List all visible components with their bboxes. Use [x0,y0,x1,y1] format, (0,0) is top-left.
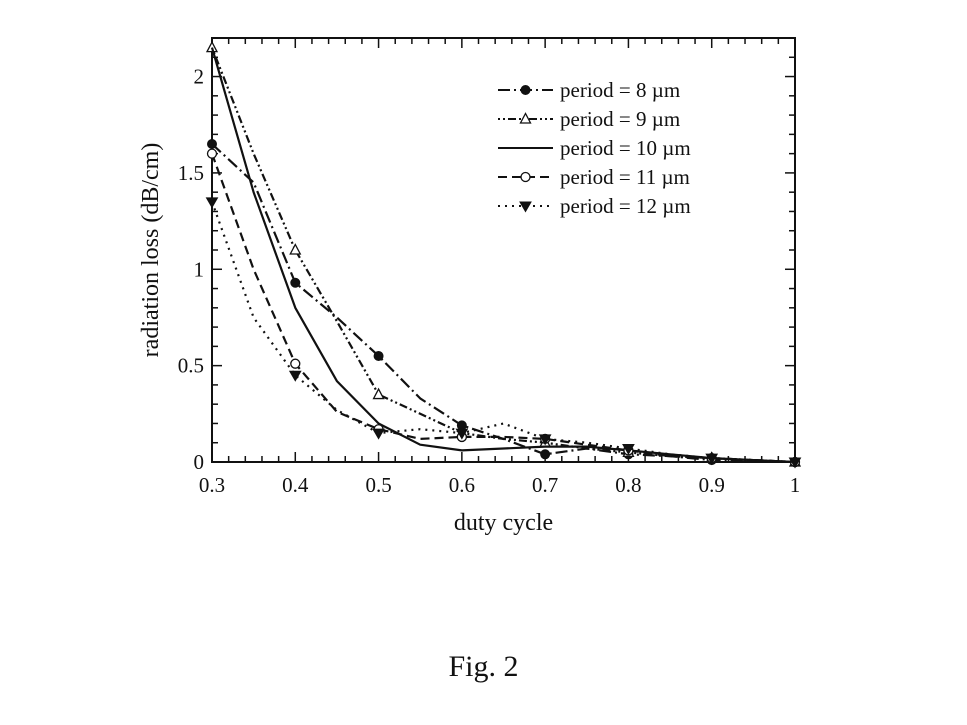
legend-label: period = 10 µm [560,136,691,160]
legend-label: period = 9 µm [560,107,680,131]
data-point-marker [788,457,802,469]
series-layer [205,40,802,469]
data-point-marker [540,449,551,460]
y-tick-label: 2 [194,65,205,89]
data-point-marker [622,444,635,456]
series-line [211,143,796,464]
series-2 [205,40,802,467]
data-point-marker [520,85,531,95]
legend-label: period = 12 µm [560,194,691,218]
data-point-marker [288,370,302,382]
x-tick-label: 0.7 [532,473,558,497]
plot-frame [211,37,796,463]
legend-entry: period = 11 µm [498,165,690,189]
legend: period = 8 µm period = 9 µm period = 10 µm… [498,78,691,218]
legend-label: period = 8 µm [560,78,680,102]
legend-entry: period = 8 µm [498,78,680,102]
series-3 [210,47,796,464]
series-line [210,47,796,464]
series-1 [207,139,800,467]
data-point-marker [455,428,469,440]
figure-caption: Fig. 2 [448,650,519,683]
x-axis-label: duty cycle [454,510,553,536]
x-tick-label: 0.8 [615,473,641,497]
data-point-marker [519,112,532,124]
x-tick-label: 0.9 [699,473,725,497]
series-line [210,153,796,464]
x-tick-label: 0.4 [282,473,309,497]
x-tick-label: 0.6 [449,473,475,497]
legend-entry: period = 10 µm [498,136,691,160]
data-point-marker [290,358,301,369]
data-point-marker [207,139,217,149]
chart: 0.3 0.4 0.5 0.6 0.7 0.8 0.9 1 0 0.5 1 1.5 2 period … [138,37,802,536]
data-point-marker [372,387,385,400]
legend-entry: period = 12 µm [498,194,691,218]
data-point-marker [206,148,218,159]
data-point-marker [289,243,302,255]
data-point-marker [373,351,384,361]
data-point-marker [705,453,719,465]
series-line [210,201,796,464]
data-point-marker [519,201,532,213]
data-point-marker [290,277,301,288]
series-line [210,47,796,464]
y-tick-label: 0.5 [178,354,204,378]
legend-label: period = 11 µm [560,165,690,189]
y-tick-label: 0 [194,450,205,474]
data-point-marker [538,434,552,446]
data-point-marker [372,428,385,440]
legend-entry: period = 9 µm [498,107,680,131]
axis-ticks [211,37,796,463]
data-point-marker [205,40,219,53]
y-tick-labels: 0 0.5 1 1.5 2 [178,65,204,474]
data-point-marker [205,197,219,209]
x-tick-label: 0.3 [199,473,225,497]
x-tick-label: 1 [790,473,801,497]
series-5 [205,197,802,469]
data-point-marker [520,171,531,183]
y-tick-label: 1 [194,257,205,281]
x-tick-labels: 0.3 0.4 0.5 0.6 0.7 0.8 0.9 1 [199,473,800,497]
x-tick-label: 0.5 [365,473,391,497]
y-tick-label: 1.5 [178,161,204,185]
y-axis-label: radiation loss (dB/cm) [138,143,164,358]
